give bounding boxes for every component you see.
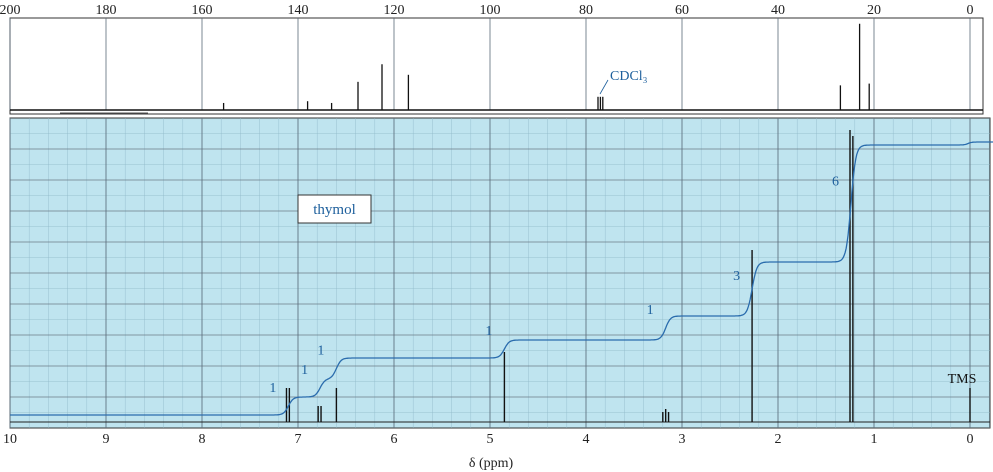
h1-tick-label: 3 [679, 432, 686, 447]
c13-tick-label: 20 [867, 3, 881, 18]
compound-label-box [297, 194, 372, 224]
integration-label: 1 [269, 381, 276, 396]
h1-tick-label: 6 [391, 432, 398, 447]
c13-tick-label: 160 [192, 3, 213, 18]
integration-label: 1 [301, 363, 308, 378]
h1-tick-label: 10 [3, 432, 17, 447]
c13-tick-label: 60 [675, 3, 689, 18]
x-axis-label: δ (ppm) [469, 456, 514, 471]
cdcl3-label: CDCl₃ [610, 69, 648, 84]
tms-label: TMS [948, 372, 977, 387]
cdcl3-leader [599, 79, 609, 95]
compound-label: thymol [313, 202, 356, 218]
h1-tick-label: 2 [775, 432, 782, 447]
c13-tick-label: 140 [288, 3, 309, 18]
h1-tick-label: 5 [487, 432, 494, 447]
c13-tick-label: 80 [579, 3, 593, 18]
integration-label: 1 [485, 324, 492, 339]
c13-tick-label: 200 [0, 3, 21, 18]
integration-curve [10, 141, 993, 416]
c13-tick-label: 40 [771, 3, 785, 18]
integration-label: 6 [832, 175, 839, 190]
integration-label: 3 [733, 269, 740, 284]
h1-axis-tick-labels: 10 9 8 7 6 5 4 3 2 1 0 [3, 432, 974, 447]
h1-tick-label: 0 [967, 432, 974, 447]
c13-tick-label: 0 [967, 3, 974, 18]
c13-frame [9, 17, 984, 115]
h1-tick-label: 9 [103, 432, 110, 447]
c13-tick-label: 120 [384, 3, 405, 18]
h1-tick-label: 8 [199, 432, 206, 447]
c13-tick-label: 180 [96, 3, 117, 18]
c13-spectrum-panel: CDCl₃ [9, 17, 984, 115]
c13-tick-label: 100 [480, 3, 501, 18]
h1-tick-label: 7 [295, 432, 302, 447]
h1-tick-label: 1 [871, 432, 878, 447]
integration-label: 1 [317, 344, 324, 359]
h1-tick-label: 4 [583, 432, 590, 447]
integration-label: 1 [647, 303, 654, 318]
c13-axis-tick-labels: 200 180 160 140 120 100 80 60 40 20 0 [0, 3, 974, 18]
